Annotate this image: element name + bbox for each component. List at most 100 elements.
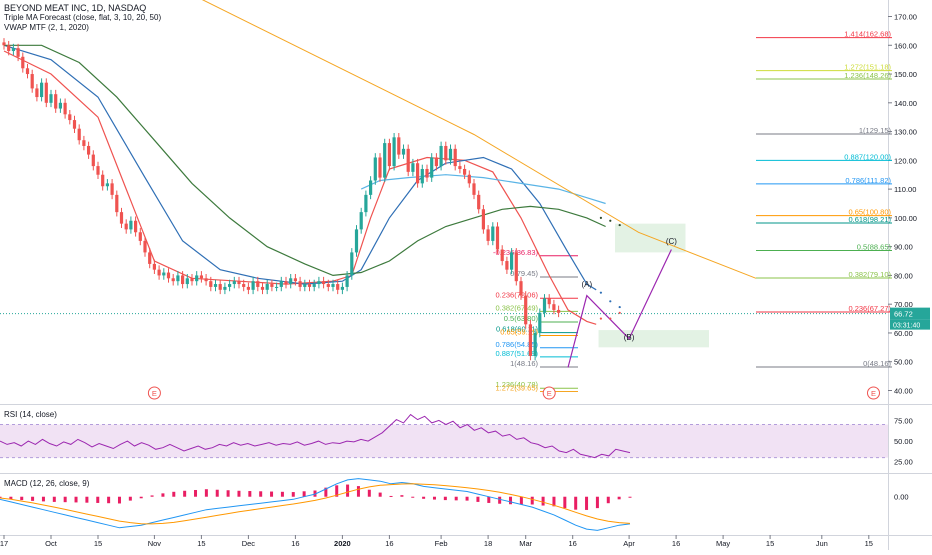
candle-body — [2, 42, 6, 46]
price-tick-label: 120.00 — [894, 156, 917, 165]
candle-body — [448, 148, 453, 161]
candle-body — [7, 45, 11, 52]
series-vwap — [360, 174, 606, 205]
macd-histogram-bar — [291, 492, 295, 497]
fib-level-label: 1.236(148.26) — [844, 71, 891, 80]
candle-body — [411, 163, 415, 172]
forecast-dot — [618, 223, 621, 227]
candle-body — [322, 281, 326, 285]
candle-body — [510, 252, 514, 270]
time-tick-label: Mar — [519, 539, 532, 548]
macd-histogram-bar — [204, 489, 208, 497]
candle-body — [477, 194, 481, 210]
candle-body — [246, 286, 250, 290]
rsi-band — [0, 424, 888, 458]
candle-body — [481, 209, 485, 230]
time-tick-label: 15 — [865, 539, 873, 548]
macd-histogram-bar — [52, 496, 56, 502]
forecast-dot — [599, 317, 603, 320]
forecast-dot — [599, 291, 603, 294]
time-tick-label: Nov — [148, 539, 162, 548]
last-price-text: 66.72 — [894, 310, 913, 319]
candle-body — [152, 263, 156, 270]
candle-body — [439, 145, 443, 167]
candle-body — [416, 163, 420, 184]
candle-body — [190, 278, 194, 282]
fib-level-label: 0.618(60.11) — [496, 325, 538, 334]
macd-histogram-bar — [107, 496, 111, 504]
fib-level-label: 0.65(59.11) — [500, 328, 538, 337]
macd-histogram-bar — [183, 490, 187, 497]
series-wave_projection — [567, 249, 672, 368]
fib-level-label: 1.272(39.65) — [495, 383, 538, 392]
candle-body — [30, 74, 34, 89]
indicator-triple-ma[interactable]: Triple MA Forecast (close, flat, 3, 10, … — [4, 13, 162, 22]
candle-body — [538, 312, 542, 333]
rsi-label[interactable]: RSI (14, close) — [4, 410, 57, 419]
symbol-title[interactable]: BEYOND MEAT INC, 1D, NASDAQ — [4, 3, 147, 13]
candle-body — [49, 94, 53, 103]
macd-histogram-bar — [563, 496, 567, 509]
candle-body — [542, 298, 547, 313]
fib-level-label: 0.618(98.21) — [848, 215, 891, 224]
time-tick-label: Oct — [45, 539, 58, 548]
rsi-tick-label: 25.00 — [894, 458, 913, 467]
macd-label[interactable]: MACD (12, 26, close, 9) — [4, 479, 90, 488]
time-tick-label: Jun — [816, 539, 828, 548]
time-tick-label: Dec — [242, 539, 256, 548]
macd-histogram-bar — [139, 496, 143, 499]
macd-tick-label: 0.00 — [894, 493, 909, 502]
series-ma_mid — [3, 44, 597, 291]
candle-body — [378, 157, 382, 178]
candle-body — [463, 168, 467, 175]
macd-histogram-bar — [454, 496, 458, 501]
target-zone — [615, 223, 686, 253]
candle-body — [364, 194, 368, 213]
candle-body — [524, 295, 528, 325]
fib-level-label: 0.5(63.80) — [504, 314, 539, 323]
candle-body — [218, 284, 222, 290]
price-tick-label: 90.00 — [894, 243, 913, 252]
rsi-tick-label: 50.00 — [894, 437, 913, 446]
fib-level-label: 0.236(72.06) — [495, 290, 538, 299]
candle-body — [176, 275, 180, 282]
candle-body — [293, 278, 297, 282]
candle-body — [307, 284, 312, 287]
price-tick-label: 40.00 — [894, 386, 913, 395]
macd-histogram-bar — [270, 491, 274, 497]
candle-body — [420, 168, 424, 184]
macd-histogram-bar — [422, 496, 426, 499]
candle-body — [72, 120, 77, 129]
candle-body — [16, 48, 20, 57]
forecast-dot — [618, 305, 621, 309]
earnings-marker — [867, 386, 880, 400]
candle-body — [453, 148, 457, 167]
macd-histogram-bar — [595, 496, 599, 509]
macd-histogram-bar — [9, 496, 13, 500]
candle-body — [298, 281, 302, 287]
macd-histogram-bar — [530, 496, 534, 505]
macd-histogram-bar — [335, 485, 339, 497]
macd-histogram-bar — [20, 496, 24, 501]
macd-histogram-bar — [411, 496, 415, 498]
candle-body — [312, 284, 316, 287]
candle-body — [82, 140, 86, 146]
candle-body — [77, 128, 81, 141]
candle-body — [406, 148, 410, 172]
price-tick-label: 170.00 — [894, 13, 917, 22]
macd-histogram-bar — [259, 491, 263, 497]
macd-histogram-bar — [378, 492, 382, 497]
candle-body — [279, 281, 283, 287]
candle-body — [251, 281, 255, 290]
indicator-vwap[interactable]: VWAP MTF (2, 1, 2020) — [4, 23, 89, 32]
countdown-badge — [890, 319, 930, 330]
macd-histogram-bar — [346, 484, 350, 497]
candle-body — [199, 275, 203, 279]
candle-body — [228, 284, 232, 287]
candle-body — [87, 145, 91, 155]
candle-body — [514, 252, 518, 282]
candle-body — [303, 284, 307, 287]
candle-body — [21, 56, 25, 69]
price-tick-label: 60.00 — [894, 329, 913, 338]
